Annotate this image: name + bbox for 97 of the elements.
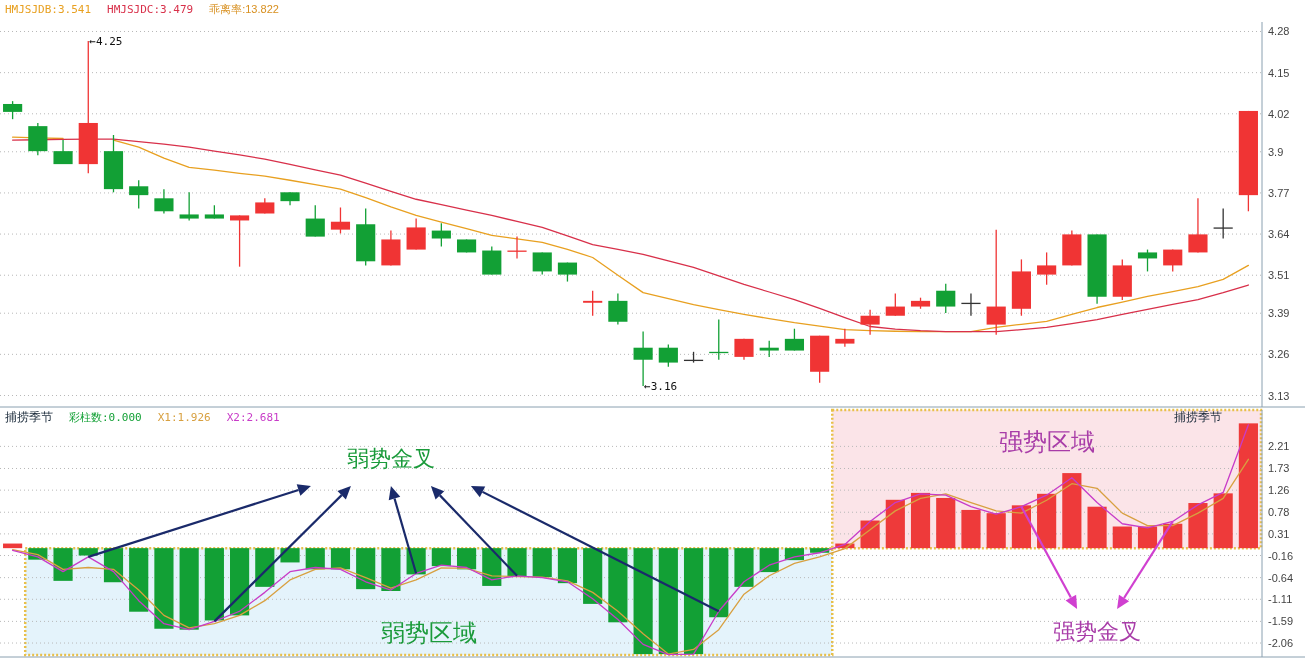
band-label: 强势区域	[998, 429, 1095, 455]
bar	[759, 548, 779, 573]
bar	[608, 548, 628, 623]
candlestick	[154, 188, 174, 215]
bar	[532, 548, 552, 578]
y-tick-label: -2.06	[1268, 637, 1294, 650]
bar	[633, 548, 653, 655]
candlestick	[431, 222, 451, 248]
bar	[1062, 473, 1082, 549]
bar	[456, 548, 477, 570]
y-tick-label: -0.64	[1268, 571, 1294, 584]
annotation: ←4.25	[89, 34, 123, 48]
bar	[381, 548, 401, 591]
bar	[78, 548, 98, 556]
bar	[1037, 493, 1057, 549]
bar	[1112, 526, 1132, 549]
bar	[1238, 423, 1258, 549]
candlestick	[1137, 248, 1158, 273]
bar	[1087, 506, 1107, 549]
candlestick	[3, 100, 23, 120]
bar	[709, 548, 729, 618]
y-tick-label: 3.39	[1268, 307, 1290, 320]
y-tick-label: -1.11	[1268, 593, 1293, 606]
y-tick-label: 1.73	[1268, 462, 1290, 475]
bar	[129, 548, 149, 612]
candlestick	[305, 204, 325, 238]
candlestick	[179, 191, 199, 222]
bar	[280, 548, 300, 563]
annotation: ←3.16	[644, 380, 678, 394]
bar	[154, 548, 174, 629]
bar	[658, 548, 678, 655]
bar	[431, 548, 451, 567]
text: 彩柱数:0.000	[69, 411, 142, 424]
candlestick	[1037, 251, 1057, 286]
y-tick-label: 4.15	[1268, 66, 1290, 79]
y-tick-label: 0.31	[1268, 527, 1290, 540]
candlestick	[608, 292, 628, 326]
candlestick	[129, 179, 149, 210]
text: HMJSJDC:3.479	[107, 3, 194, 16]
bar	[356, 548, 376, 590]
bar	[583, 548, 603, 604]
chart-title: 捕捞季节	[5, 410, 53, 424]
y-tick-label: 3.13	[1268, 389, 1290, 402]
candlestick	[532, 251, 552, 276]
y-tick-label: 1.26	[1268, 484, 1290, 497]
bar	[230, 548, 250, 616]
y-tick-label: 3.51	[1268, 269, 1290, 282]
candlestick	[784, 328, 805, 352]
bar	[986, 513, 1006, 549]
bar	[330, 548, 351, 570]
candlestick	[1213, 207, 1233, 240]
annotation: 弱势金叉	[346, 446, 435, 471]
bar	[53, 548, 73, 581]
chart-subtitle: 乖离率:13.822	[209, 3, 279, 15]
bar	[255, 548, 275, 587]
bar	[557, 548, 578, 584]
candlestick	[406, 217, 426, 251]
candlestick	[986, 228, 1006, 336]
text: X2:2.681	[226, 411, 280, 424]
candlestick	[885, 292, 905, 317]
candlestick	[658, 343, 678, 368]
y-tick-label: 3.26	[1268, 348, 1290, 361]
chart-subtitle: 捕捞季节	[1174, 410, 1222, 424]
band-label: 弱势区域	[380, 620, 477, 646]
bar	[1137, 526, 1158, 549]
candlestick	[1188, 197, 1208, 254]
y-tick-label: 4.02	[1268, 107, 1290, 120]
bar	[734, 548, 754, 587]
candlestick	[583, 290, 603, 317]
y-tick-label: 3.9	[1268, 145, 1284, 158]
bar	[179, 548, 199, 630]
text: X1:1.926	[157, 411, 211, 424]
candlestick	[835, 328, 855, 348]
line-series	[11, 424, 1250, 656]
bar	[1213, 493, 1233, 549]
candlestick	[936, 283, 956, 314]
candlestick	[230, 214, 250, 268]
y-tick-label: 3.64	[1268, 228, 1290, 241]
bar	[961, 509, 981, 549]
bar	[1188, 503, 1208, 549]
bar	[910, 492, 931, 549]
text: HMJSJDB:3.541	[5, 3, 92, 16]
y-tick-label: 4.28	[1268, 25, 1290, 38]
candlestick	[53, 139, 73, 165]
candlestick	[860, 309, 880, 336]
bar	[305, 548, 325, 570]
bar	[683, 548, 704, 655]
y-tick-label: -0.16	[1268, 549, 1294, 562]
y-tick-label: 0.78	[1268, 506, 1290, 519]
y-tick-label: 2.21	[1268, 440, 1290, 453]
bar	[936, 497, 956, 549]
y-tick-label: -1.59	[1268, 615, 1294, 628]
annotation: 强势金叉	[1053, 619, 1142, 644]
bar	[204, 548, 224, 621]
bar	[885, 499, 905, 549]
y-tick-label: 3.77	[1268, 186, 1290, 199]
candlestick	[330, 206, 351, 235]
